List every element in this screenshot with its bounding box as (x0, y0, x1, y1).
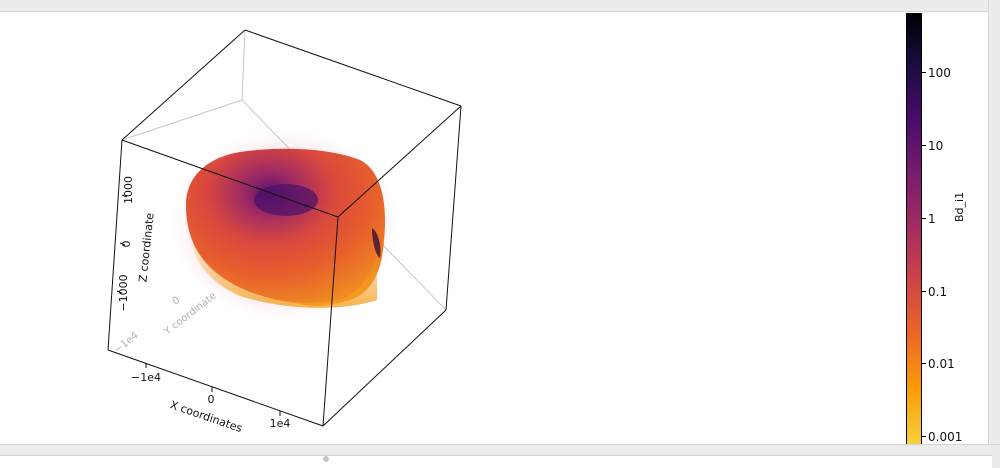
window-edge (988, 0, 1000, 467)
y-axis-label: Y coordinate (162, 290, 219, 338)
splitter-handle[interactable] (323, 456, 329, 462)
colorbar-tick-100 (921, 72, 926, 73)
colorbar-tick-0.001 (921, 436, 926, 437)
colorbar-tick-0.01 (921, 363, 926, 364)
x-tick-neg1e4: −1e4 (131, 371, 161, 384)
z-tick-1000: 1000 (122, 176, 135, 204)
z-tick-0: 0 (120, 241, 133, 248)
cube-front-edges (107, 29, 462, 427)
z-tick-neg1000: −1000 (117, 274, 130, 311)
colorbar-label-0.001: 0.001 (928, 430, 963, 444)
z-axis-label: Z coordinate (136, 212, 156, 283)
bottom-input-area[interactable] (0, 455, 992, 468)
x-axis-label: X coordinates (168, 398, 244, 435)
colorbar-tick-1 (921, 218, 926, 219)
y-tick-neg1e4: −1e4 (112, 330, 140, 355)
x-axis-ticks (145, 363, 281, 416)
colorbar-label-100: 100 (928, 66, 951, 80)
colorbar-label-10: 10 (928, 139, 944, 153)
colorbar (906, 13, 922, 445)
colorbar-label-1: 1 (928, 212, 936, 226)
volume-blob (186, 148, 385, 308)
colorbar-tick-0.1 (921, 291, 926, 292)
y-tick-0: 0 (171, 295, 183, 308)
colorbar-label-0.1: 0.1 (928, 285, 948, 299)
top-toolbar-strip (0, 0, 1000, 12)
z-axis-ticks (116, 194, 128, 294)
x-tick-0: 0 (208, 393, 215, 406)
x-tick-1e4: 1e4 (270, 417, 291, 430)
colorbar-label-0.01: 0.01 (928, 357, 955, 371)
plot-canvas[interactable] (0, 12, 988, 444)
colorbar-title: Bd_i1 (953, 191, 966, 222)
colorbar-tick-10 (921, 145, 926, 146)
